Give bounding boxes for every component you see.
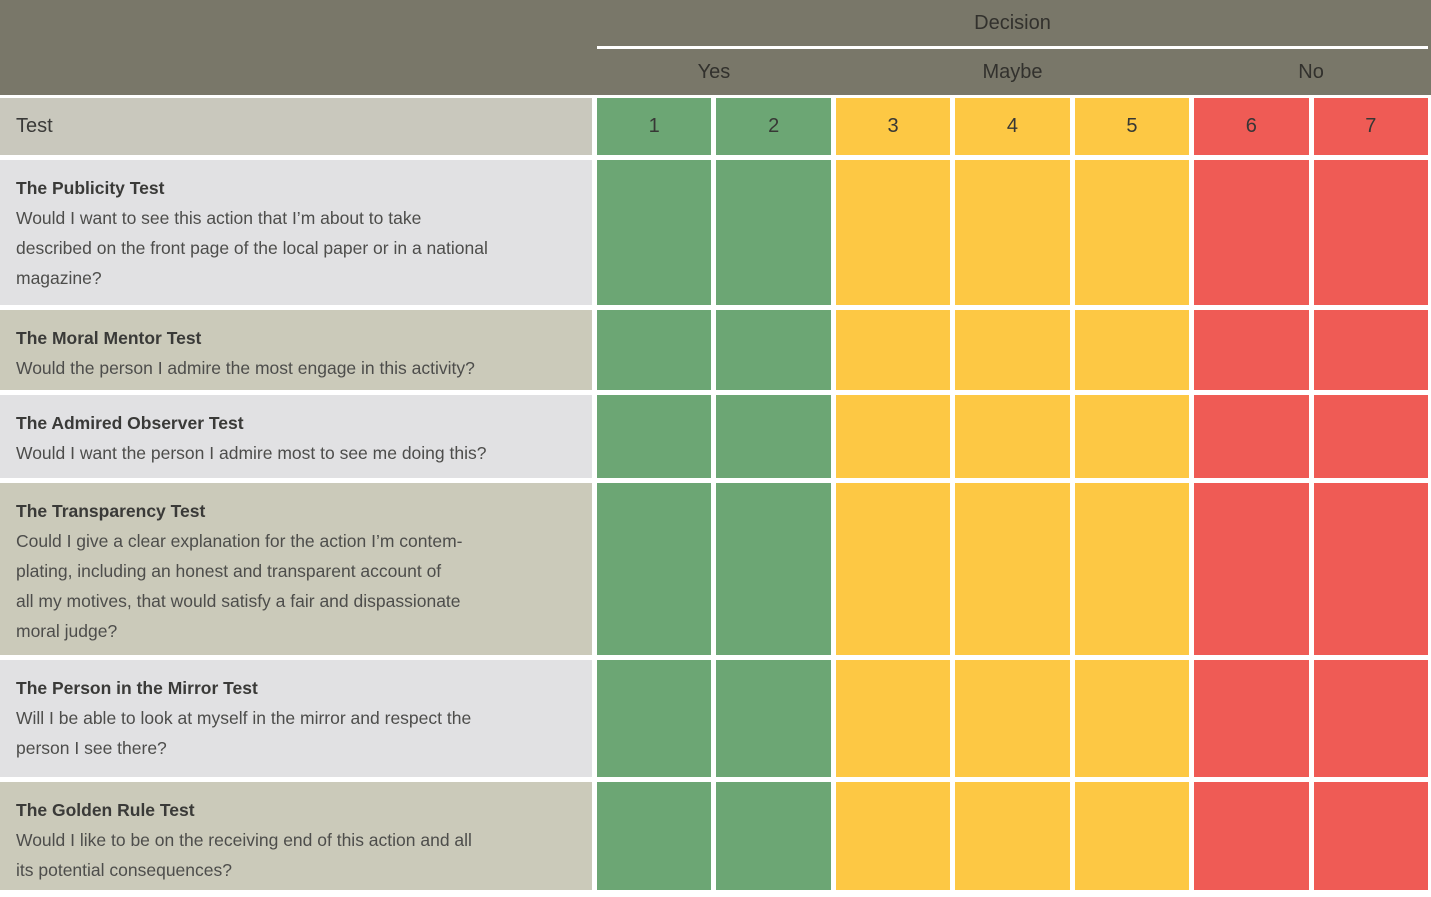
decision-header-label: Decision bbox=[974, 12, 1051, 34]
rating-cell-r6-c5 bbox=[1074, 782, 1190, 890]
rating-cell-r6-c7 bbox=[1313, 782, 1428, 890]
row-title: The Moral Mentor Test bbox=[16, 328, 202, 348]
decision-table: Test 1 2 3 4 5 6 7 The Publicity Test Wo… bbox=[0, 98, 1428, 890]
rating-cell-r3-c1 bbox=[597, 395, 712, 478]
column-header-4: 4 bbox=[955, 98, 1070, 155]
decision-option-maybe: Maybe bbox=[982, 60, 1043, 83]
rating-cell-r3-c2 bbox=[716, 395, 831, 478]
rating-cell-r3-c5 bbox=[1074, 395, 1190, 478]
rating-cell-r3-c3 bbox=[835, 395, 951, 478]
row-description: Could I give a clear explanation for the… bbox=[16, 531, 463, 641]
rating-cell-r1-c1 bbox=[597, 160, 712, 305]
row-title: The Golden Rule Test bbox=[16, 800, 195, 820]
column-header-3: 3 bbox=[835, 98, 951, 155]
rating-cell-r2-c7 bbox=[1313, 310, 1428, 390]
rating-cell-r6-c1 bbox=[597, 782, 712, 890]
row-title: The Admired Observer Test bbox=[16, 413, 244, 433]
decision-header-band: Decision Yes Maybe No bbox=[0, 0, 1431, 95]
rating-cell-r2-c4 bbox=[955, 310, 1070, 390]
rating-cell-r5-c7 bbox=[1313, 660, 1428, 777]
test-column-header: Test bbox=[0, 98, 592, 155]
rating-cell-r2-c6 bbox=[1194, 310, 1309, 390]
rating-cell-r6-c3 bbox=[835, 782, 951, 890]
rating-cell-r2-c3 bbox=[835, 310, 951, 390]
decision-option-yes: Yes bbox=[697, 60, 731, 83]
rating-cell-r4-c5 bbox=[1074, 483, 1190, 655]
rating-cell-r6-c4 bbox=[955, 782, 1070, 890]
rating-cell-r5-c5 bbox=[1074, 660, 1190, 777]
row-description: Would I want the person I admire most to… bbox=[16, 443, 487, 463]
rating-cell-r3-c6 bbox=[1194, 395, 1309, 478]
table-row-transparency-test: The Transparency Test Could I give a cle… bbox=[0, 483, 592, 655]
row-description: Would I want to see this action that I’m… bbox=[16, 208, 488, 288]
rating-cell-r6-c6 bbox=[1194, 782, 1309, 890]
decision-option-no: No bbox=[1298, 60, 1324, 83]
rating-cell-r1-c3 bbox=[835, 160, 951, 305]
rating-cell-r4-c2 bbox=[716, 483, 831, 655]
column-header-2: 2 bbox=[716, 98, 831, 155]
column-header-5: 5 bbox=[1074, 98, 1190, 155]
decision-options-row: Yes Maybe No bbox=[597, 49, 1428, 95]
rating-cell-r2-c1 bbox=[597, 310, 712, 390]
row-title: The Publicity Test bbox=[16, 178, 165, 198]
rating-cell-r4-c4 bbox=[955, 483, 1070, 655]
rating-cell-r5-c4 bbox=[955, 660, 1070, 777]
rating-cell-r4-c1 bbox=[597, 483, 712, 655]
band-separator bbox=[0, 95, 1431, 98]
row-title: The Person in the Mirror Test bbox=[16, 678, 258, 698]
rating-cell-r1-c5 bbox=[1074, 160, 1190, 305]
table-row-golden-rule-test: The Golden Rule Test Would I like to be … bbox=[0, 782, 592, 890]
rating-cell-r4-c7 bbox=[1313, 483, 1428, 655]
rating-cell-r5-c3 bbox=[835, 660, 951, 777]
rating-cell-r5-c6 bbox=[1194, 660, 1309, 777]
rating-cell-r2-c5 bbox=[1074, 310, 1190, 390]
rating-cell-r2-c2 bbox=[716, 310, 831, 390]
table-row-moral-mentor-test: The Moral Mentor Test Would the person I… bbox=[0, 310, 592, 390]
column-header-1: 1 bbox=[597, 98, 712, 155]
rating-cell-r5-c1 bbox=[597, 660, 712, 777]
rating-cell-r1-c7 bbox=[1313, 160, 1428, 305]
rating-cell-r1-c6 bbox=[1194, 160, 1309, 305]
rating-cell-r3-c7 bbox=[1313, 395, 1428, 478]
rating-cell-r3-c4 bbox=[955, 395, 1070, 478]
table-row-admired-observer-test: The Admired Observer Test Would I want t… bbox=[0, 395, 592, 478]
rating-cell-r1-c2 bbox=[716, 160, 831, 305]
table-row-publicity-test: The Publicity Test Would I want to see t… bbox=[0, 160, 592, 305]
row-description: Would I like to be on the receiving end … bbox=[16, 830, 472, 880]
rating-cell-r6-c2 bbox=[716, 782, 831, 890]
column-header-7: 7 bbox=[1313, 98, 1428, 155]
row-description: Would the person I admire the most engag… bbox=[16, 358, 475, 378]
table-row-person-in-the-mirror-test: The Person in the Mirror Test Will I be … bbox=[0, 660, 592, 777]
rating-cell-r4-c6 bbox=[1194, 483, 1309, 655]
row-title: The Transparency Test bbox=[16, 501, 206, 521]
decision-underline bbox=[597, 46, 1428, 49]
column-header-6: 6 bbox=[1194, 98, 1309, 155]
rating-cell-r5-c2 bbox=[716, 660, 831, 777]
rating-cell-r4-c3 bbox=[835, 483, 951, 655]
row-description: Will I be able to look at myself in the … bbox=[16, 708, 472, 758]
rating-cell-r1-c4 bbox=[955, 160, 1070, 305]
